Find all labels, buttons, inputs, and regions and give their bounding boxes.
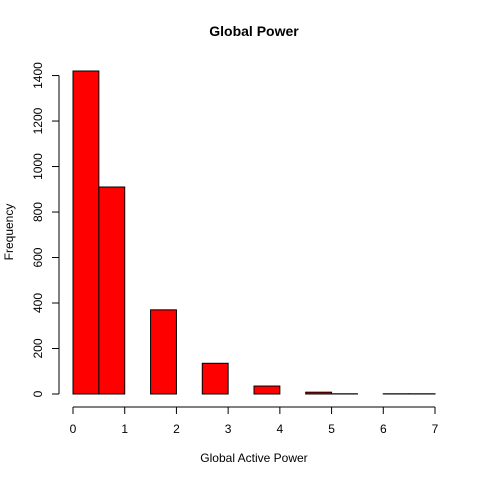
y-tick-label-4: 800 xyxy=(31,202,45,222)
histogram-bar-0 xyxy=(72,70,100,395)
y-tick-label-5: 1000 xyxy=(31,153,45,180)
y-tick-label-7: 1400 xyxy=(31,62,45,89)
histogram-bar-9 xyxy=(305,391,333,395)
histogram-bar-1 xyxy=(98,186,126,395)
histogram-bar-5 xyxy=(201,362,229,395)
x-tick-label-5: 5 xyxy=(328,422,335,436)
x-tick-label-6: 6 xyxy=(380,422,387,436)
x-tick-label-7: 7 xyxy=(432,422,439,436)
histogram-bar-3 xyxy=(150,309,177,395)
chart-title: Global Power xyxy=(209,23,299,39)
x-tick-label-0: 0 xyxy=(70,422,77,436)
x-axis: 0 1 2 3 4 5 6 7 xyxy=(70,406,439,436)
histogram-bar-7 xyxy=(253,385,281,395)
y-tick-label-0: 0 xyxy=(31,390,45,397)
y-tick-label-2: 400 xyxy=(31,293,45,313)
x-tick-label-4: 4 xyxy=(277,422,284,436)
y-tick-label-3: 600 xyxy=(31,247,45,267)
x-tick-label-3: 3 xyxy=(225,422,232,436)
y-axis: 0 200 400 600 800 1000 1200 1400 xyxy=(31,62,60,397)
x-axis-title: Global Active Power xyxy=(200,451,307,465)
x-tick-label-2: 2 xyxy=(173,422,180,436)
y-tick-label-1: 200 xyxy=(31,338,45,358)
y-axis-title: Frequency xyxy=(2,204,16,261)
y-tick-label-6: 1200 xyxy=(31,107,45,134)
bars-group xyxy=(72,70,436,395)
x-tick-label-1: 1 xyxy=(121,422,128,436)
